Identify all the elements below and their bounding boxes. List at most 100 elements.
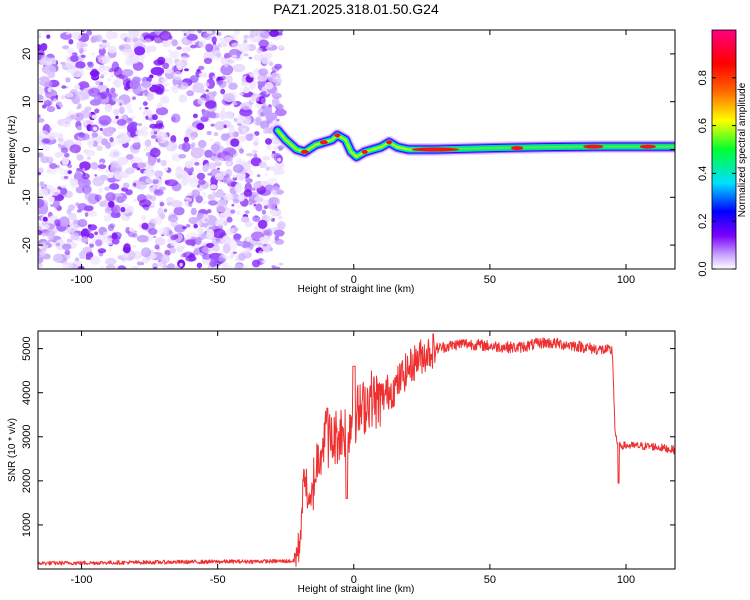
noise-blob: [102, 41, 111, 48]
noise-blob: [117, 132, 129, 145]
noise-blob: [197, 30, 203, 34]
noise-blob: [223, 193, 234, 201]
noise-blob: [196, 172, 206, 180]
noise-blob: [274, 63, 283, 70]
noise-blob: [162, 82, 170, 87]
noise-blob: [240, 102, 253, 111]
noise-blob: [182, 226, 187, 230]
noise-blob: [136, 167, 141, 171]
noise-blob: [152, 235, 157, 239]
noise-blob: [204, 162, 217, 169]
colorbar-tick-label: 0.0: [697, 261, 709, 276]
y-tick-label: 0: [21, 146, 33, 152]
noise-blob: [133, 182, 137, 187]
noise-blob: [236, 204, 243, 209]
noise-blob: [47, 231, 55, 241]
noise-blob: [194, 236, 202, 245]
noise-blob: [255, 116, 262, 126]
noise-blob: [38, 222, 42, 227]
noise-blob: [212, 153, 217, 157]
noise-blob: [220, 212, 224, 218]
noise-blob: [43, 30, 51, 34]
noise-blob: [145, 115, 149, 120]
noise-blob: [190, 44, 197, 49]
noise-blob: [273, 229, 285, 237]
noise-blob: [38, 118, 45, 123]
noise-blob: [92, 126, 98, 131]
noise-blob: [105, 257, 117, 266]
noise-blob: [175, 60, 184, 69]
noise-blob: [219, 37, 224, 43]
y-tick-label: -10: [21, 189, 33, 205]
noise-blob: [62, 262, 74, 269]
noise-blob: [149, 147, 161, 158]
noise-blob: [112, 204, 121, 214]
noise-blob: [79, 251, 86, 260]
noise-blob: [269, 165, 276, 171]
noise-blob: [47, 240, 51, 243]
noise-blob: [61, 243, 72, 251]
noise-blob: [257, 219, 268, 229]
noise-blob: [169, 247, 176, 254]
noise-blob: [278, 146, 283, 151]
noise-blob: [136, 261, 143, 266]
noise-blob: [75, 61, 86, 69]
noise-blob: [271, 150, 276, 154]
noise-blob: [60, 147, 69, 154]
noise-blob: [236, 240, 244, 247]
noise-blob: [243, 39, 248, 44]
noise-blob: [198, 186, 204, 192]
noise-blob: [57, 133, 64, 139]
noise-blob: [170, 234, 178, 241]
noise-blob: [198, 65, 205, 71]
noise-blob: [210, 123, 215, 127]
noise-blob: [117, 236, 121, 240]
snr-frame: [37, 330, 676, 570]
noise-blob: [75, 186, 85, 194]
x-tick-label: 50: [484, 574, 496, 586]
noise-blob: [173, 266, 181, 269]
noise-blob: [135, 181, 147, 190]
noise-blob: [70, 55, 79, 62]
noise-blob: [153, 266, 158, 269]
noise-blob: [146, 92, 154, 102]
noise-blob: [67, 170, 72, 174]
noise-blob: [202, 32, 212, 41]
noise-blob: [99, 200, 107, 207]
noise-blob: [186, 232, 199, 240]
noise-blob: [39, 181, 45, 187]
noise-blob: [159, 201, 165, 207]
noise-blob: [163, 208, 168, 213]
noise-blob: [40, 156, 49, 164]
noise-blob: [110, 163, 123, 174]
noise-blob: [51, 187, 60, 197]
noise-blob: [46, 35, 50, 39]
noise-blob: [226, 75, 233, 84]
noise-blob: [132, 96, 136, 100]
noise-blob: [248, 56, 253, 60]
noise-blob: [199, 89, 206, 94]
noise-blob: [122, 48, 135, 57]
noise-blob: [266, 215, 273, 221]
noise-blob: [38, 256, 44, 264]
noise-blob: [252, 37, 261, 43]
noise-blob: [170, 220, 179, 228]
noise-blob: [245, 133, 254, 142]
noise-blob: [38, 79, 41, 83]
noise-blob: [215, 218, 225, 227]
noise-blob: [153, 189, 164, 196]
noise-blob: [119, 106, 125, 115]
noise-blob: [102, 55, 112, 63]
noise-blob: [102, 231, 108, 239]
noise-blob: [134, 46, 146, 56]
noise-blob: [130, 116, 136, 119]
noise-blob: [203, 201, 208, 204]
noise-blob: [243, 189, 253, 197]
noise-blob: [38, 31, 42, 37]
noise-blob: [278, 262, 284, 266]
noise-blob: [110, 87, 116, 94]
noise-blob: [272, 266, 281, 269]
noise-blob: [252, 149, 258, 154]
noise-blob: [165, 141, 178, 152]
